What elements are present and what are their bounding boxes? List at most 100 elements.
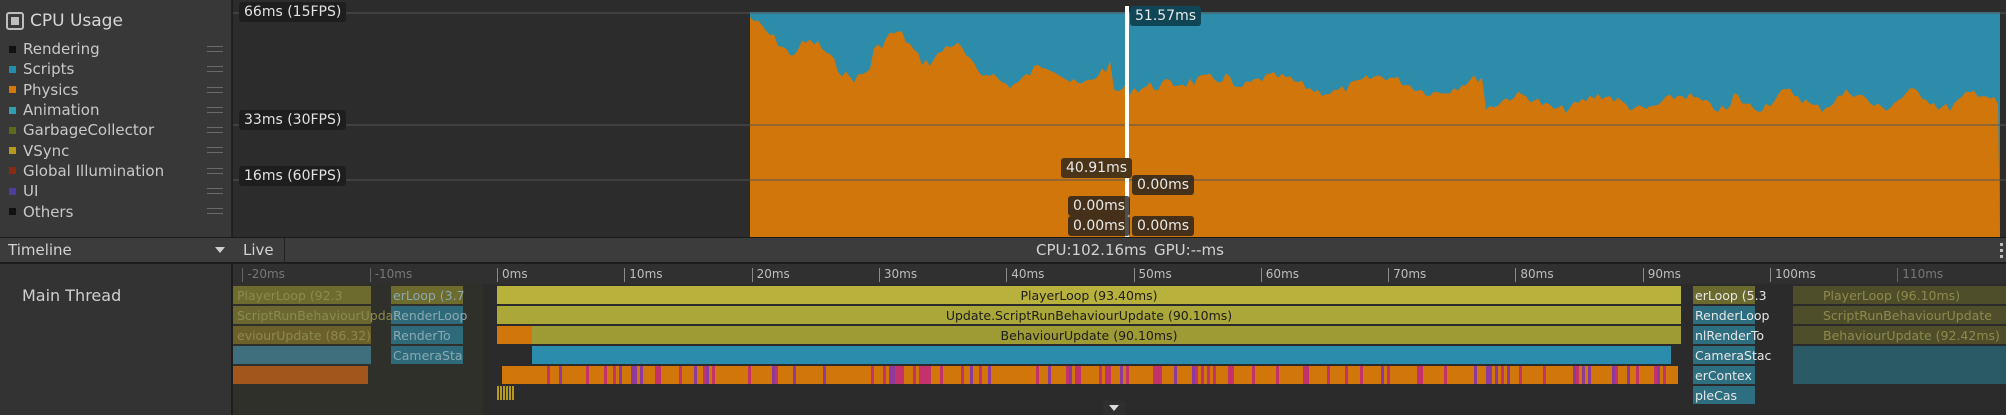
drag-handle-icon[interactable]: [207, 208, 223, 215]
sample-marker: [1018, 366, 1021, 384]
timeline-markers[interactable]: PlayerLoop (93.40ms) Update.ScriptRunBeha…: [233, 284, 2006, 415]
selected-frame-scripts-value: 51.57ms: [1130, 6, 1202, 26]
sample-marker: [1102, 366, 1105, 384]
thread-label-main[interactable]: Main Thread: [22, 286, 122, 305]
sample-marker: [1024, 366, 1027, 384]
stacked-area-chart[interactable]: [233, 0, 2006, 237]
sample-marker: [784, 366, 787, 384]
sample-marker: [1081, 366, 1084, 384]
sample-marker: [1318, 366, 1321, 384]
sample-marker: [766, 366, 769, 384]
sample-marker: [964, 366, 967, 384]
sample-marker: [556, 366, 559, 384]
sample-marker: [667, 366, 670, 384]
sample-marker: [1633, 366, 1636, 384]
sample-marker: [1120, 366, 1123, 384]
legend-item-ui[interactable]: UI: [9, 181, 227, 201]
sample-marker: [1030, 366, 1033, 384]
previous-frame-marker-label: ScriptRunBehaviourUpdat: [237, 308, 398, 323]
legend-item-animation[interactable]: Animation: [9, 100, 227, 120]
drag-handle-icon[interactable]: [207, 46, 223, 52]
sample-marker: [1192, 366, 1195, 384]
sample-marker: [679, 366, 682, 384]
sample-marker: [517, 366, 520, 384]
sample-marker: [1240, 366, 1243, 384]
sample-marker: [1522, 366, 1525, 384]
time-ruler[interactable]: -20ms -10ms 0ms 10ms 20ms 30ms 40ms 50ms 60ms 70m…: [233, 264, 2006, 284]
sample-marker: [1513, 366, 1516, 384]
time-tick-label: 50ms: [1133, 268, 1172, 282]
sample-marker: [1288, 366, 1291, 384]
sample-marker: [1312, 366, 1315, 384]
sample-marker: [1000, 366, 1003, 384]
drag-handle-icon[interactable]: [207, 188, 223, 195]
drag-handle-icon[interactable]: [207, 106, 223, 113]
previous-frame-marker-label: CameraSta: [393, 348, 463, 363]
sample-marker: [1603, 366, 1606, 384]
drag-handle-icon[interactable]: [207, 86, 223, 93]
sample-marker: [730, 366, 733, 384]
scroll-down-button[interactable]: [1103, 401, 1125, 415]
more-options-icon[interactable]: [2000, 243, 2003, 258]
sample-marker: [775, 366, 778, 384]
cpu-icon: [6, 12, 24, 30]
sample-marker: [1411, 366, 1414, 384]
sample-marker: [1543, 366, 1546, 384]
sample-marker: [619, 366, 622, 384]
previous-frame-marker-label: PlayerLoop (92.3: [237, 288, 343, 303]
sample-marker: [520, 366, 523, 384]
time-tick-label: 20ms: [751, 268, 790, 282]
sample-marker: [586, 366, 589, 384]
legend-swatch: [9, 106, 16, 114]
legend-swatch: [9, 45, 16, 53]
sample-marker: [550, 366, 553, 384]
legend-item-garbagecollector[interactable]: GarbageCollector: [9, 120, 227, 140]
sample-marker: [1129, 366, 1132, 384]
legend-item-physics[interactable]: Physics: [9, 80, 227, 100]
sample-marker: [859, 366, 862, 384]
legend-item-scripts[interactable]: Scripts: [9, 59, 227, 79]
live-button[interactable]: Live: [233, 238, 285, 263]
module-header[interactable]: CPU Usage: [6, 9, 123, 33]
sample-marker: [1525, 366, 1528, 384]
timeline-view[interactable]: -20ms -10ms 0ms 10ms 20ms 30ms 40ms 50ms 60ms 70m…: [233, 264, 2006, 415]
sample-marker: [1117, 366, 1120, 384]
sample-marker: [1357, 366, 1360, 384]
view-mode-dropdown[interactable]: Timeline: [0, 238, 232, 263]
legend-label: VSync: [23, 141, 70, 160]
sample-marker: [1429, 366, 1432, 384]
sample-marker: [1510, 366, 1513, 384]
sample-marker: [1483, 366, 1486, 384]
drag-handle-icon[interactable]: [207, 66, 223, 73]
drag-handle-icon[interactable]: [207, 127, 223, 134]
sample-marker: [1453, 366, 1456, 384]
legend-swatch: [9, 208, 16, 216]
sample-marker: [580, 366, 583, 384]
sample-marker: [1234, 366, 1237, 384]
sample-marker: [922, 366, 925, 384]
sample-marker: [1150, 366, 1153, 384]
sample-marker: [1051, 366, 1054, 384]
sample-marker: [1480, 366, 1483, 384]
sample-marker: [1471, 366, 1474, 384]
sample-marker: [982, 366, 985, 384]
sample-marker: [1207, 366, 1210, 384]
thread-list: Main Thread: [0, 264, 232, 415]
sample-marker: [1549, 366, 1552, 384]
sample-marker: [1636, 366, 1639, 384]
legend-item-global-illumination[interactable]: Global Illumination: [9, 161, 227, 181]
sample-marker: [1594, 366, 1597, 384]
sample-marker: [1384, 366, 1387, 384]
drag-handle-icon[interactable]: [207, 147, 223, 154]
ghost-frame-marker: [1793, 306, 2006, 324]
sample-marker: [1456, 366, 1459, 384]
cpu-usage-chart[interactable]: 66ms (15FPS) 33ms (30FPS) 16ms (60FPS) 5…: [233, 0, 2006, 237]
sample-marker: [919, 366, 922, 384]
drag-handle-icon[interactable]: [207, 167, 223, 174]
legend-item-vsync[interactable]: VSync: [9, 140, 227, 160]
legend-label: Animation: [23, 101, 100, 120]
legend-item-others[interactable]: Others: [9, 201, 227, 221]
legend-item-rendering[interactable]: Rendering: [9, 39, 227, 59]
sample-marker: [769, 366, 772, 384]
sample-marker: [1294, 366, 1297, 384]
